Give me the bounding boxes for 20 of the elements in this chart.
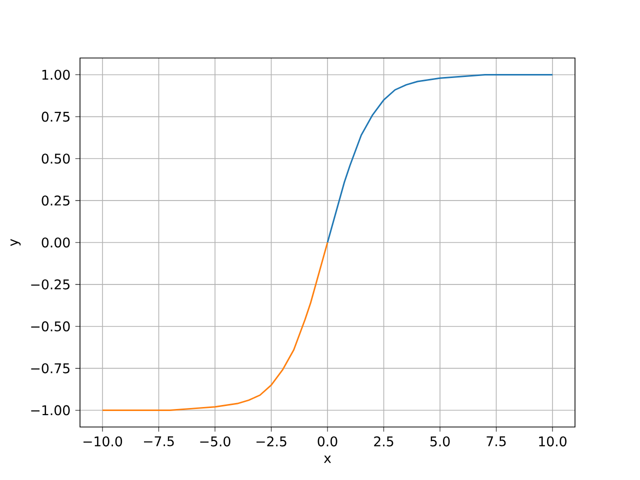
y-axis-title: y: [10, 238, 21, 246]
y-tick-label: −0.50: [31, 321, 70, 332]
x-tick-label: −5.0: [200, 436, 230, 446]
x-tick-label: 2.5: [374, 436, 394, 446]
x-axis-title: x: [324, 456, 332, 463]
x-tick-label: 7.5: [486, 436, 506, 446]
y-tick-label: −1.00: [31, 405, 70, 416]
x-tick-label: 5.0: [430, 436, 450, 446]
x-tick-label: −2.5: [256, 436, 286, 446]
x-tick-label: 0.0: [318, 436, 338, 446]
y-tick-label: 0.25: [42, 196, 70, 206]
y-tick-label: −0.75: [31, 363, 70, 374]
y-tick-label: 1.00: [42, 70, 70, 80]
y-tick-label: 0.50: [42, 154, 70, 164]
y-tick-label: −0.25: [31, 279, 70, 290]
x-tick-label: 10.0: [539, 436, 566, 446]
x-tick-label: −7.5: [144, 436, 174, 446]
y-tick-label: 0.75: [42, 112, 70, 122]
y-tick-label: 0.00: [42, 237, 70, 248]
x-tick-label: −10.0: [83, 436, 122, 446]
